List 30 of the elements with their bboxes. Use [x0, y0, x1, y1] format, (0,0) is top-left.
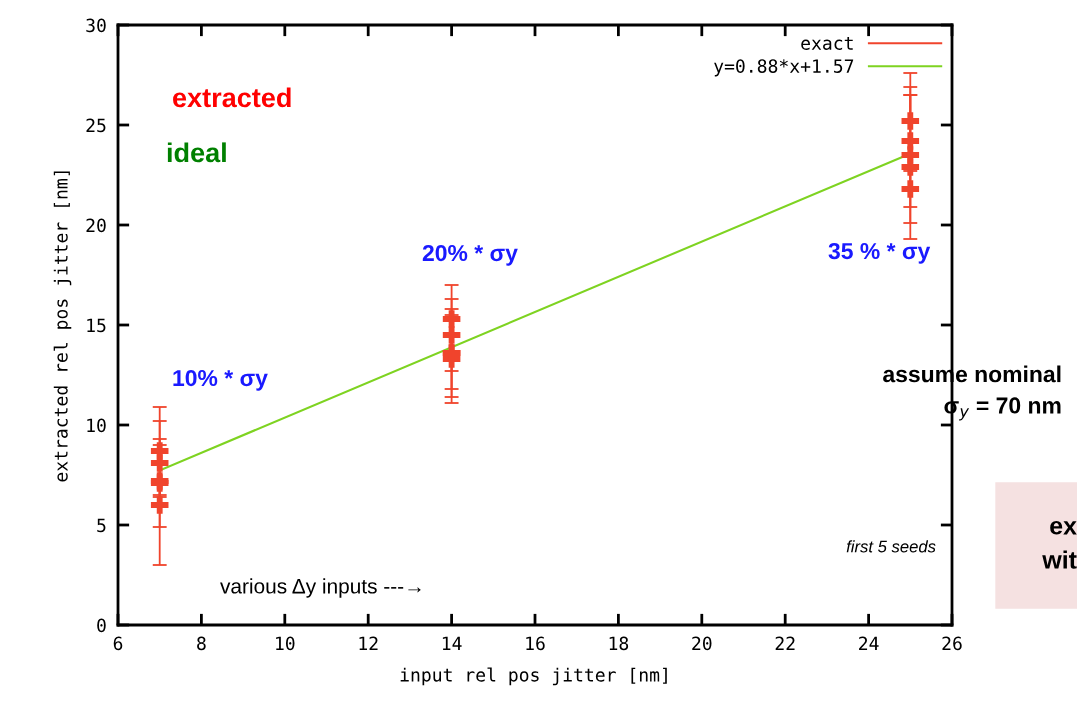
x-tick-label: 10	[276, 636, 295, 651]
x-tick-label: 6	[113, 636, 123, 651]
y-axis-title: extracted rel pos jitter [nm]	[53, 171, 72, 482]
y-tick-label: 5	[97, 518, 106, 533]
y-tick-label: 10	[87, 418, 106, 433]
annotation: 10% * σy	[173, 369, 268, 391]
x-tick-label: 8	[197, 636, 206, 651]
annotation: first 5 seeds	[846, 540, 936, 553]
x-tick-label: 12	[359, 636, 378, 650]
y-tick-label: 30	[86, 18, 106, 33]
x-axis-title: input rel pos jitter [nm]	[400, 667, 667, 686]
legend-label: exact	[801, 36, 853, 50]
annotation: 35 % * σy	[828, 242, 931, 264]
text: ex wit	[1042, 520, 1077, 569]
annotation: extracted	[173, 87, 291, 108]
y-tick-label: 0	[97, 618, 106, 633]
x-tick-label: 14	[442, 636, 462, 650]
y-tick-label: 15	[87, 318, 106, 333]
annotation: various Δy inputs ---→	[220, 578, 421, 598]
x-tick-label: 20	[692, 636, 712, 651]
y-tick-label: 20	[86, 218, 106, 233]
x-tick-label: 22	[775, 636, 795, 650]
legend-label: y=0.88*x+1.57	[714, 59, 854, 77]
annotation: 20% * σy	[422, 244, 518, 266]
x-tick-label: 24	[859, 636, 879, 650]
y-tick-label: 25	[86, 118, 106, 133]
x-tick-label: 18	[609, 636, 629, 651]
x-tick-label: 26	[942, 636, 962, 651]
x-tick-label: 16	[526, 636, 545, 651]
annotation: ideal	[167, 142, 226, 163]
